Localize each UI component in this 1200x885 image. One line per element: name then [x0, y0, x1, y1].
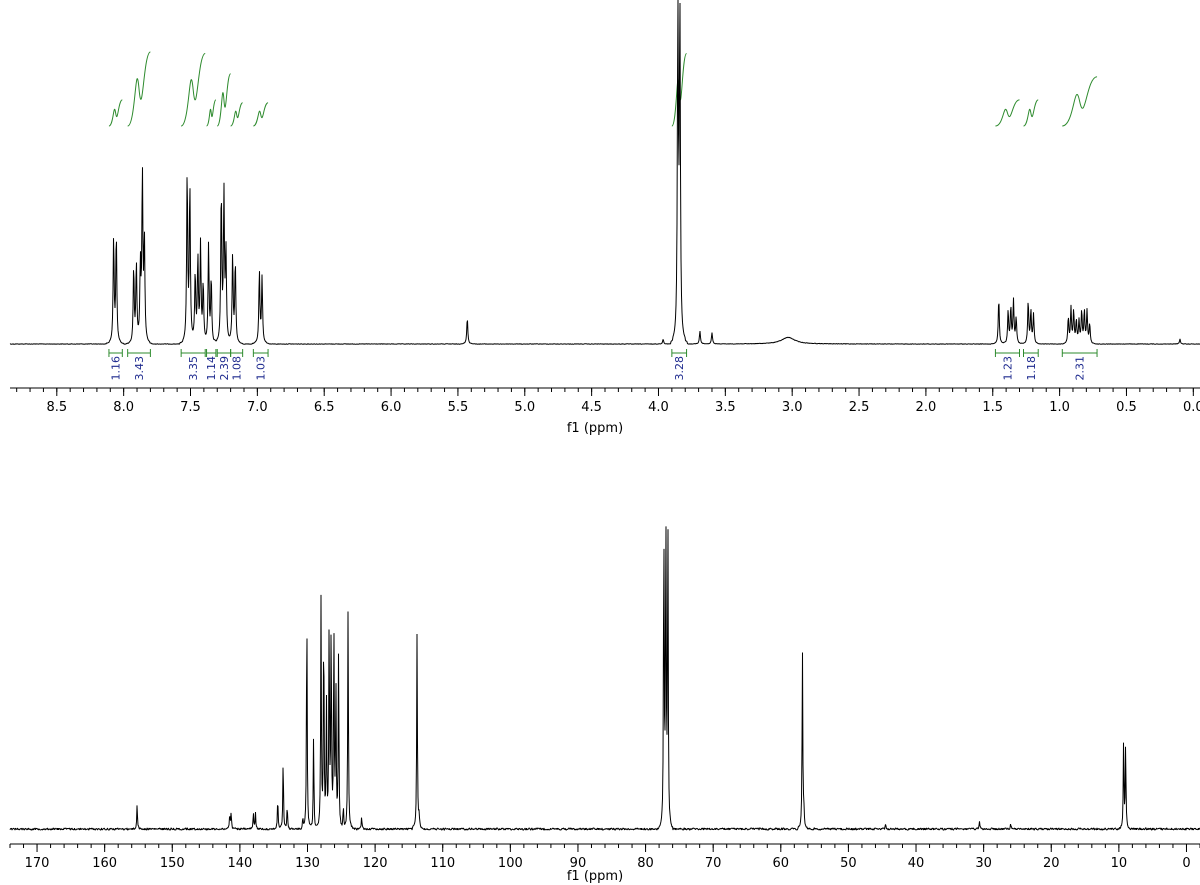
c13-tick-label: 60: [773, 856, 790, 871]
c13-spectrum-panel: 170 160 150 140 130 120 110 100 90 80 70 60 50 40 30 20…: [9, 526, 1200, 884]
integral-curve: [253, 102, 269, 127]
h1-integral-labels: 1.16 3.43 3.35 1.14 2.39 1.08 1.03 3.28 1.23 1.18…: [108, 349, 1098, 381]
c13-tick-label: 50: [840, 856, 857, 871]
h1-tick-label: 7.5: [180, 400, 201, 415]
integral-value-label: 1.14: [205, 356, 218, 381]
c13-tick-label: 80: [637, 856, 654, 871]
c13-tick-label: 120: [363, 856, 388, 871]
integral-curve: [127, 51, 151, 127]
c13-tick-label: 150: [160, 856, 185, 871]
integral-curve: [206, 99, 217, 127]
h1-tick-label: 6.0: [381, 400, 402, 415]
integral-value-label: 1.03: [255, 356, 268, 381]
h1-tick-label: 4.0: [648, 400, 669, 415]
integral-value-label: 2.31: [1074, 356, 1087, 381]
c13-tick-label: 130: [295, 856, 320, 871]
h1-x-axis-label: f1 (ppm): [567, 421, 623, 436]
c13-tick-label: 170: [25, 856, 50, 871]
integral-curve: [1023, 99, 1039, 127]
c13-x-ticks: 170 160 150 140 130 120 110 100 90 80 70 60 50 40 30 20…: [9, 844, 1200, 871]
h1-tick-label: 2.0: [916, 400, 937, 415]
c13-tick-label: 0: [1182, 856, 1190, 871]
h1-tick-label: 8.5: [46, 400, 67, 415]
h1-spectrum-panel: 1.16 3.43 3.35 1.14 2.39 1.08 1.03 3.28 1.23 1.18…: [9, 0, 1200, 436]
c13-tick-label: 20: [1043, 856, 1060, 871]
c13-tick-label: 30: [975, 856, 992, 871]
integral-value-label: 1.08: [231, 356, 244, 381]
c13-tick-label: 140: [227, 856, 252, 871]
integral-value-label: 3.28: [673, 356, 686, 381]
h1-tick-label: 1.0: [1049, 400, 1070, 415]
integral-value-label: 1.16: [110, 356, 123, 381]
h1-tick-label: 3.5: [715, 400, 736, 415]
h1-tick-label: 4.5: [581, 400, 602, 415]
c13-tick-label: 110: [430, 856, 455, 871]
integral-curve: [230, 102, 244, 127]
c13-tick-label: 100: [498, 856, 523, 871]
h1-tick-label: 6.5: [314, 400, 335, 415]
c13-tick-label: 90: [570, 856, 587, 871]
integral-value-label: 1.18: [1025, 356, 1038, 381]
h1-tick-label: 0.5: [1116, 400, 1137, 415]
integral-curve: [108, 99, 123, 127]
c13-tick-label: 10: [1111, 856, 1128, 871]
h1-tick-label: 7.0: [247, 400, 268, 415]
h1-x-ticks: 8.5 8.0 7.5 7.0 6.5 6.0 5.5 5.0 4.5 4.0 3.5 3.0 2.5 2…: [16, 388, 1200, 415]
c13-spectrum-trace: [9, 526, 1200, 831]
h1-tick-label: 5.5: [448, 400, 469, 415]
integral-value-label: 3.35: [187, 356, 200, 381]
integral-curve: [1062, 76, 1098, 127]
integral-curve: [995, 99, 1020, 127]
integral-value-label: 3.43: [133, 356, 146, 381]
h1-tick-label: 3.0: [782, 400, 803, 415]
h1-tick-label: 2.5: [849, 400, 870, 415]
h1-spectrum-trace: [9, 0, 1200, 345]
integral-value-label: 2.39: [218, 356, 231, 381]
c13-x-axis-label: f1 (ppm): [567, 869, 623, 884]
h1-tick-label: 0.0: [1183, 400, 1200, 415]
h1-tick-label: 5.0: [514, 400, 535, 415]
c13-tick-label: 40: [908, 856, 925, 871]
h1-tick-label: 8.0: [113, 400, 134, 415]
integral-curve: [180, 53, 206, 127]
h1-integral-curves: [108, 51, 1098, 127]
integral-curve: [216, 73, 232, 127]
integral-value-label: 1.23: [1001, 356, 1014, 381]
h1-tick-label: 1.5: [982, 400, 1003, 415]
c13-tick-label: 160: [92, 856, 117, 871]
c13-tick-label: 70: [705, 856, 722, 871]
